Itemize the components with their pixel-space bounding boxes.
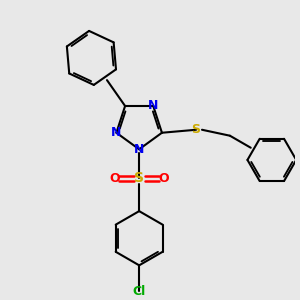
Text: O: O bbox=[159, 172, 169, 185]
Text: Cl: Cl bbox=[133, 285, 146, 298]
Text: N: N bbox=[111, 126, 122, 139]
Text: N: N bbox=[134, 143, 144, 156]
Text: N: N bbox=[148, 100, 158, 112]
Text: S: S bbox=[192, 123, 201, 136]
Text: O: O bbox=[109, 172, 120, 185]
Text: S: S bbox=[134, 172, 144, 185]
